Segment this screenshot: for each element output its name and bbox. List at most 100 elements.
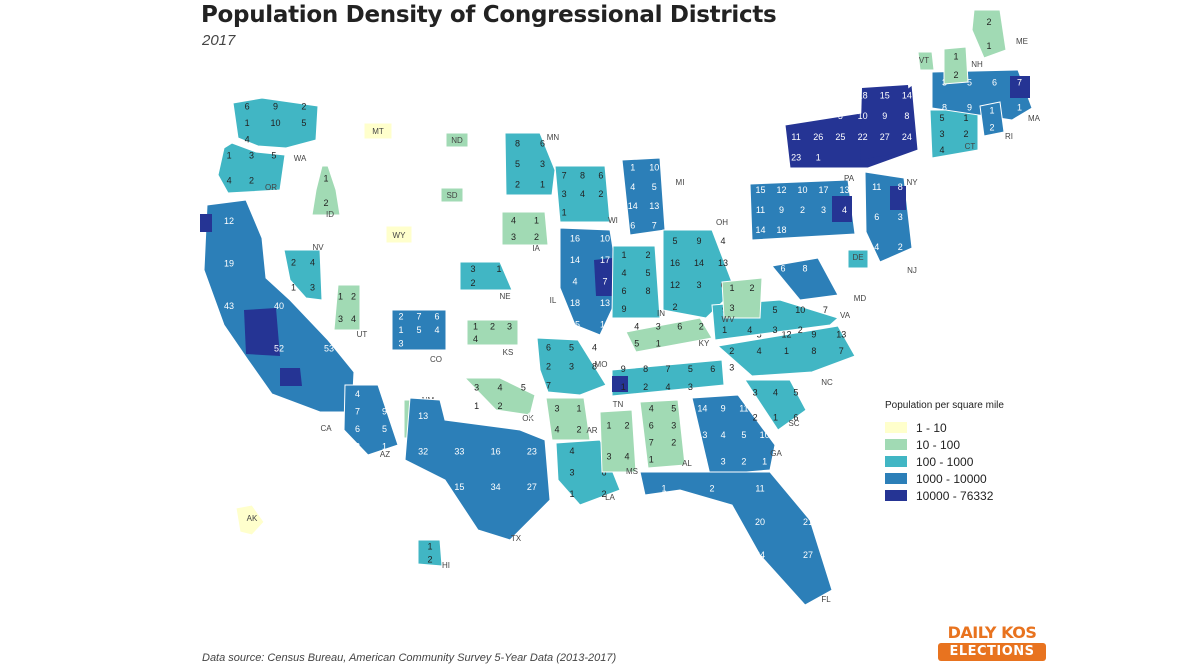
state-shape-md xyxy=(771,257,839,301)
logo-top-text: DAILY KOS xyxy=(947,623,1037,642)
district-number: 12 xyxy=(813,111,823,121)
district-number: 16 xyxy=(659,517,669,527)
district-number: 5 xyxy=(652,182,657,192)
district-number: 17 xyxy=(600,255,610,265)
district-number: 16 xyxy=(670,258,680,268)
district-number: 35 xyxy=(418,482,428,492)
state-ms: 1 2 3 4 MS xyxy=(599,409,638,476)
district-number: 2 xyxy=(989,123,994,133)
state-mt: MT xyxy=(363,122,393,140)
district-number: 12 xyxy=(224,216,234,226)
state-shape-fl xyxy=(639,471,833,606)
district-number: 4 xyxy=(511,215,516,225)
state-abbreviation: IN xyxy=(657,309,665,318)
district-number: 23 xyxy=(274,259,284,269)
district-number: 32 xyxy=(418,446,428,456)
district-number: 1 xyxy=(1017,103,1022,113)
district-number: 7 xyxy=(1017,78,1022,88)
district-number: 5 xyxy=(521,382,526,392)
state-abbreviation: NY xyxy=(906,178,918,187)
state-ct: 5 1 3 2 4 CT xyxy=(929,109,979,159)
district-number: 1 xyxy=(398,325,403,335)
district-number: 14 xyxy=(628,201,638,211)
district-number: 6 xyxy=(630,220,635,230)
district-number: 9 xyxy=(811,329,816,339)
district-number: 6 xyxy=(621,286,626,296)
district-number: 5 xyxy=(772,305,777,315)
district-number: 2 xyxy=(598,189,603,199)
district-number: 5 xyxy=(939,113,944,123)
district-number: 17 xyxy=(707,517,717,527)
district-number: 5 xyxy=(515,159,520,169)
state-ny: 19 20 21 18 15 14 13 12 5 10 9 8 11 26 25 22 27 24 23 1 NY xyxy=(784,84,919,187)
district-number: 2 xyxy=(672,302,677,312)
district-number: 3 xyxy=(606,452,611,462)
legend-swatch xyxy=(885,473,907,484)
district-number: 1 xyxy=(474,401,479,411)
district-number: 1 xyxy=(953,51,958,61)
district-number: 19 xyxy=(224,259,234,269)
district-number: 22 xyxy=(659,550,669,560)
district-number: 15 xyxy=(880,90,890,100)
map-title: Population Density of Congressional Dist… xyxy=(201,2,777,28)
district-number: 27 xyxy=(527,482,537,492)
district-number: 4 xyxy=(773,388,778,398)
state-tn: 9 8 7 5 6 1 2 4 3 TN xyxy=(611,359,725,409)
district-number: 26 xyxy=(659,583,669,593)
state-shape-sd xyxy=(440,187,464,203)
district-number: 14 xyxy=(694,258,704,268)
state-shape-ri xyxy=(979,101,1005,137)
district-number: 3 xyxy=(671,421,676,431)
state-abbreviation: DE xyxy=(852,253,863,262)
state-shape-sc xyxy=(744,379,807,431)
urban-density-region xyxy=(832,196,852,222)
district-number: 5 xyxy=(645,268,650,278)
district-number: 5 xyxy=(301,118,306,128)
district-number: 6 xyxy=(710,364,715,374)
district-number: 4 xyxy=(874,242,879,252)
state-nj: 11 8 6 3 4 2 NJ xyxy=(864,171,917,275)
district-number: 4 xyxy=(245,135,250,145)
state-abbreviation: IL xyxy=(550,296,557,305)
district-number: 14 xyxy=(755,225,765,235)
district-number: 26 xyxy=(491,411,501,421)
state-ut: 1 2 3 4UT xyxy=(333,284,367,339)
district-number: 5 xyxy=(688,364,693,374)
district-number: 8 xyxy=(580,170,585,180)
district-number: 4 xyxy=(592,343,597,353)
district-number: 1 xyxy=(323,173,328,183)
legend-item: 10 - 100 xyxy=(885,436,1035,453)
district-number: 7 xyxy=(546,381,551,391)
district-number: 8 xyxy=(382,389,387,399)
district-number: 5 xyxy=(672,236,677,246)
state-shape-mn xyxy=(504,132,556,196)
state-nd: ND xyxy=(445,132,469,148)
district-number: 1 xyxy=(722,325,727,335)
state-shape-me xyxy=(971,9,1007,59)
district-number: 2 xyxy=(351,291,356,301)
district-number: 9 xyxy=(621,364,626,374)
legend-label: 100 - 1000 xyxy=(916,454,974,469)
district-number: 3 xyxy=(338,314,343,324)
state-abbreviation: MI xyxy=(676,178,685,187)
district-number: 2 xyxy=(699,322,704,332)
state-abbreviation: AL xyxy=(682,459,692,468)
district-number: 7 xyxy=(649,438,654,448)
district-number: 1 xyxy=(773,413,778,423)
district-number: 5 xyxy=(671,404,676,414)
district-number: 1 xyxy=(576,404,581,414)
district-number: 1 xyxy=(729,283,734,293)
district-number: 2 xyxy=(601,489,606,499)
district-number: 3 xyxy=(562,189,567,199)
district-number: 3 xyxy=(554,404,559,414)
district-number: 1 xyxy=(606,421,611,431)
district-number: 2 xyxy=(470,278,475,288)
state-de: DE xyxy=(847,249,869,269)
state-shape-hi xyxy=(417,539,443,567)
district-number: 8 xyxy=(942,103,947,113)
district-number: 5 xyxy=(741,430,746,440)
state-abbreviation: GA xyxy=(770,449,782,458)
district-number: 23 xyxy=(527,446,537,456)
district-number: 11 xyxy=(739,403,748,413)
state-il: 16 10 14 17 4 7 18 13 15 12 IL xyxy=(550,227,621,336)
